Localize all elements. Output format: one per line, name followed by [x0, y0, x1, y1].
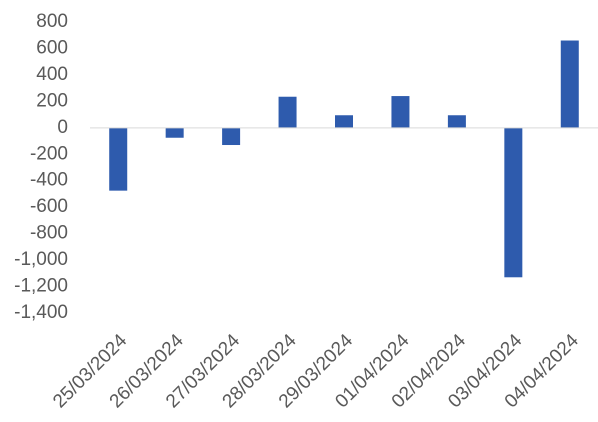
y-tick-label: -1,400	[14, 302, 68, 323]
y-axis-tick-labels: 800 600 400 200 0 -200 -400 -600 -800 -1,000 -1,20…	[14, 11, 68, 323]
y-tick-label: -800	[30, 223, 68, 244]
y-tick-label: 200	[36, 90, 68, 111]
y-tick-label: 800	[36, 11, 68, 32]
y-tick-label: -1,200	[14, 276, 68, 297]
bar	[222, 127, 241, 146]
y-tick-label: -600	[30, 196, 68, 217]
y-tick-label: -400	[30, 170, 68, 191]
bar	[165, 127, 184, 138]
bar	[504, 127, 523, 278]
y-tick-label: -1,000	[14, 249, 68, 270]
bar	[109, 127, 128, 191]
bar	[447, 115, 466, 128]
bar	[335, 115, 353, 128]
y-tick-label: -200	[30, 143, 68, 164]
x-axis-tick-labels: 25/03/202426/03/202427/03/202428/03/2024…	[49, 330, 583, 412]
y-tick-label: 0	[57, 117, 68, 138]
y-tick-label: 400	[36, 64, 68, 85]
bar	[391, 96, 410, 128]
y-tick-label: 600	[36, 37, 68, 58]
bars	[109, 40, 579, 278]
bar	[560, 40, 579, 128]
bar	[278, 96, 297, 128]
